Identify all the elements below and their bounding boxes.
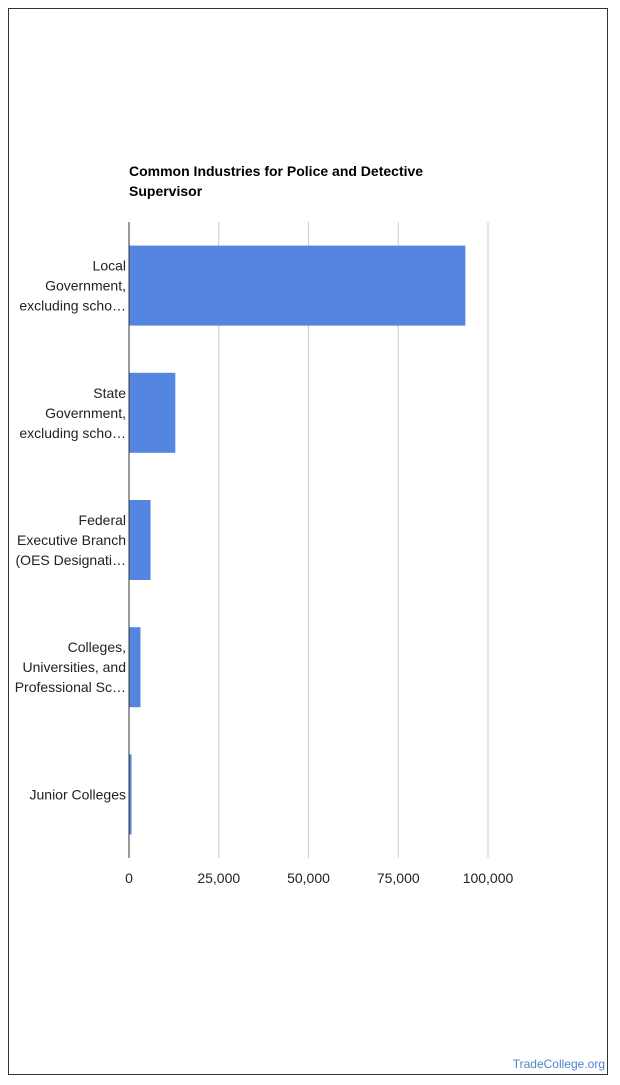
category-label: excluding scho… [19,425,126,441]
category-label: Professional Sc… [15,679,126,695]
category-label: Junior Colleges [30,786,127,802]
bar[interactable] [129,754,132,835]
bar[interactable] [129,500,151,580]
chart-title: Common Industries for Police and Detecti… [129,163,424,199]
x-tick-label: 75,000 [377,870,420,886]
category-label: Government, [45,278,126,294]
bar[interactable] [129,372,176,453]
bar[interactable] [129,627,141,708]
x-tick-label: 100,000 [463,870,514,886]
bar[interactable] [129,245,466,326]
category-label: Local [93,258,126,274]
category-label: Federal [79,512,126,528]
x-tick-labels: 0 25,000 50,000 75,000 100,000 [125,870,513,886]
category-label: State [93,385,126,401]
bars [129,245,466,835]
category-labels: Local Government, excluding scho… State Gove… [15,258,126,803]
category-label: Colleges, [68,639,126,655]
gridlines [218,222,489,858]
x-tick-label: 25,000 [197,870,240,886]
category-label: Government, [45,405,126,421]
category-label: (OES Designati… [16,552,126,568]
category-label: excluding scho… [19,298,126,314]
watermark-link[interactable]: TradeCollege.org [512,1057,605,1071]
x-tick-label: 0 [125,870,133,886]
category-label: Executive Branch [17,532,126,548]
category-label: Universities, and [23,659,127,675]
x-tick-label: 50,000 [287,870,330,886]
